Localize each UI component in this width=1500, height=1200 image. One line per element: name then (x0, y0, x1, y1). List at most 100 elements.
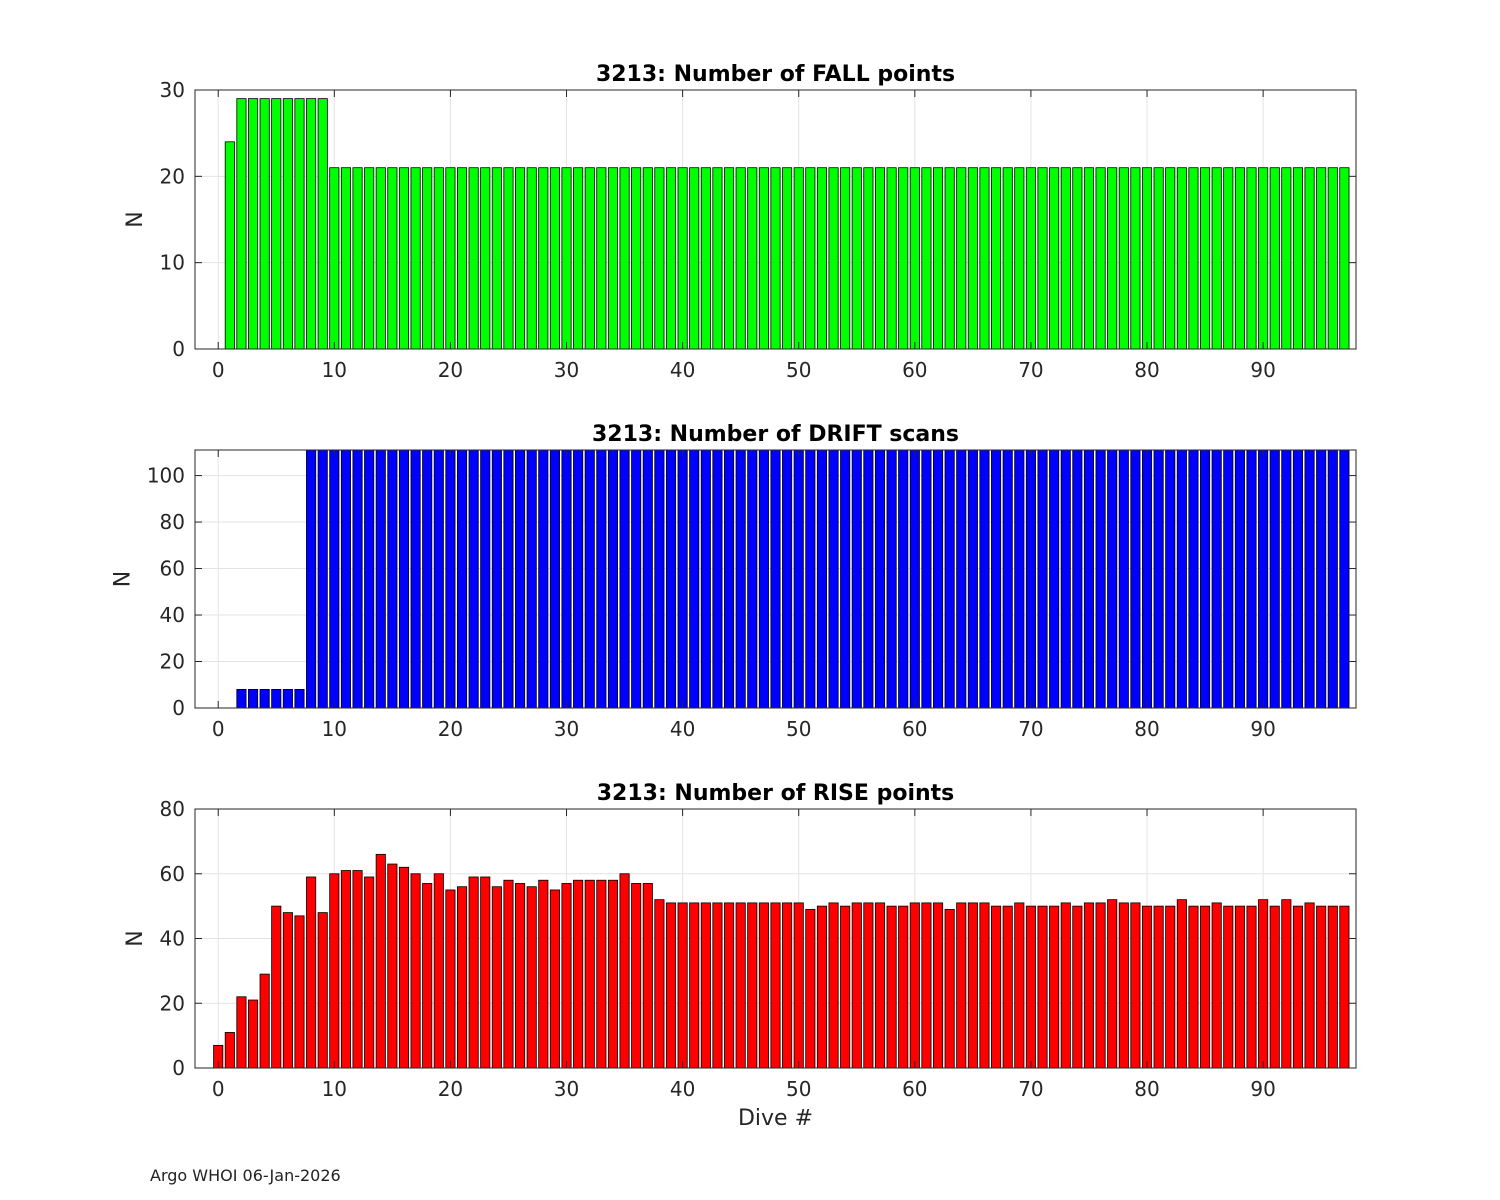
bar (1188, 167, 1199, 350)
bar (956, 902, 967, 1069)
bar (700, 167, 711, 350)
bar (224, 141, 235, 350)
bar (1095, 449, 1106, 709)
bar (1165, 167, 1176, 350)
bar (758, 902, 769, 1069)
x-tick-label: 90 (1250, 358, 1275, 382)
bar (282, 912, 293, 1069)
bar (422, 883, 433, 1069)
bar (1176, 449, 1187, 709)
bar (294, 915, 305, 1069)
bar (1211, 449, 1222, 709)
bar (515, 167, 526, 350)
bar (340, 449, 351, 709)
bar (840, 905, 851, 1069)
bar (677, 449, 688, 709)
bar (1246, 905, 1257, 1069)
bar (1316, 905, 1327, 1069)
bar (526, 886, 537, 1069)
bar (851, 449, 862, 709)
bar (1258, 899, 1269, 1069)
bar (387, 449, 398, 709)
bar (1072, 905, 1083, 1069)
bar (642, 449, 653, 709)
bar (1246, 449, 1257, 709)
bar (573, 879, 584, 1069)
bar (1037, 905, 1048, 1069)
bar (271, 689, 282, 709)
x-tick-label: 60 (902, 717, 927, 741)
bar (689, 449, 700, 709)
bar (1327, 167, 1338, 350)
bar (1211, 902, 1222, 1069)
bar (398, 449, 410, 709)
bar (1234, 167, 1245, 350)
bar (1118, 167, 1129, 350)
bar (770, 449, 781, 709)
bar (758, 449, 769, 709)
bar (840, 167, 851, 350)
bar (306, 98, 317, 350)
bar (840, 449, 851, 709)
bar (921, 449, 932, 709)
bar (236, 689, 247, 709)
y-tick-label: 0 (172, 696, 185, 720)
bar (468, 449, 479, 709)
bar (1107, 899, 1118, 1069)
bar (1060, 449, 1071, 709)
bar (375, 449, 386, 709)
bar (491, 886, 502, 1069)
bar (1234, 449, 1245, 709)
bar (805, 449, 816, 709)
bar (1327, 449, 1338, 709)
bar (340, 870, 351, 1069)
bar (1072, 167, 1083, 350)
bar (468, 876, 479, 1069)
bar (1281, 899, 1292, 1069)
bar (317, 98, 328, 350)
bar (921, 902, 932, 1069)
bar (607, 167, 619, 350)
bar (1002, 167, 1013, 350)
bar (561, 167, 572, 350)
bar (712, 167, 723, 350)
bar (1223, 905, 1234, 1069)
bar (387, 167, 398, 350)
bar (340, 167, 351, 350)
bar (967, 167, 978, 350)
bar (329, 873, 340, 1069)
bar (456, 167, 468, 350)
bar (677, 902, 688, 1069)
axes-frame-0 (194, 89, 1357, 350)
bar (584, 167, 595, 350)
bar (584, 879, 595, 1069)
x-tick-label: 20 (438, 717, 463, 741)
y-tick-label: 40 (160, 603, 185, 627)
bar (1269, 449, 1280, 709)
bar (1200, 905, 1211, 1069)
bar (1258, 449, 1269, 709)
bar (1095, 902, 1106, 1069)
bar (306, 449, 317, 709)
bar (596, 449, 607, 709)
x-tick-label: 0 (212, 358, 225, 382)
bar (747, 167, 758, 350)
x-tick-label: 60 (902, 1077, 927, 1101)
bar (1200, 167, 1211, 350)
bar (236, 996, 247, 1069)
x-tick-label: 30 (554, 1077, 579, 1101)
bar (538, 449, 549, 709)
bar (1107, 167, 1118, 350)
bar (352, 449, 363, 709)
x-tick-label: 50 (786, 358, 811, 382)
x-tick-label: 10 (322, 1077, 347, 1101)
bar (712, 449, 723, 709)
bar (631, 883, 642, 1069)
bar (886, 449, 897, 709)
bar (1141, 449, 1153, 709)
bar (979, 167, 990, 350)
bar (1292, 449, 1303, 709)
bar (712, 902, 723, 1069)
bar (874, 902, 886, 1069)
